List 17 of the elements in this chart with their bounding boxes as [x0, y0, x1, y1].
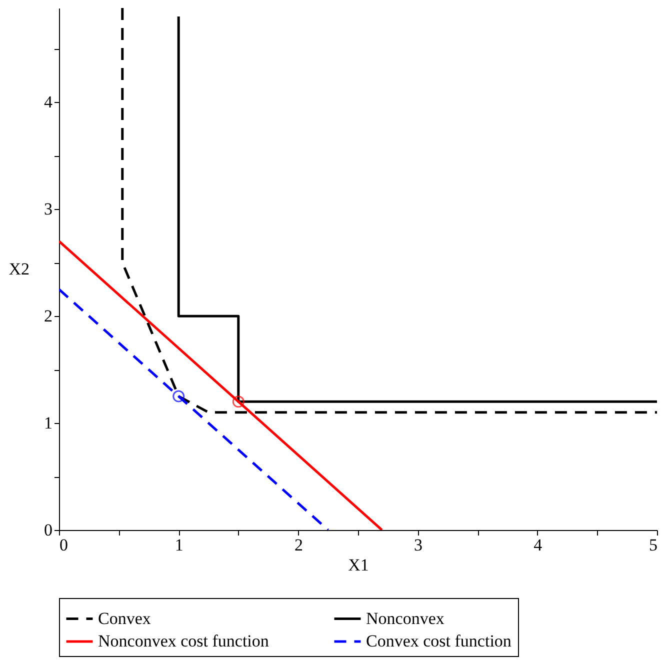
y-axis-title: X2 [8, 260, 30, 278]
x-tick-label: 2 [294, 536, 303, 554]
x-axis-title: X1 [348, 556, 369, 574]
x-tick-label: 0 [60, 536, 68, 554]
legend-label: Nonconvex [366, 608, 445, 628]
x-tick-label: 4 [534, 536, 543, 554]
y-tick-label: 2 [44, 306, 52, 326]
y-tick-label: 1 [44, 414, 52, 433]
x-tick-label: 1 [174, 536, 184, 554]
y-tick-label: 3 [44, 200, 52, 219]
y-tick-label: 0 [44, 520, 52, 540]
legend-label: Convex [98, 608, 152, 628]
legend-label: Convex cost function [366, 632, 512, 650]
x-tick-label: 5 [649, 536, 658, 554]
legend-label: Nonconvex cost function [98, 632, 270, 650]
y-tick-label: 4 [44, 92, 53, 112]
x-tick-label: 3 [414, 536, 423, 554]
